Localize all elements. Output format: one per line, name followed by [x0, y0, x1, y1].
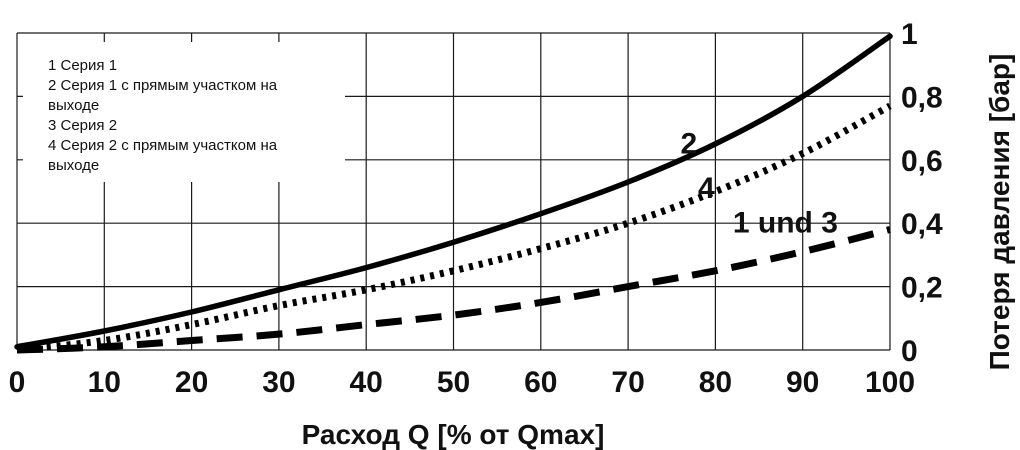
legend-entry: 1 Серия 1: [48, 57, 117, 74]
legend: 1 Серия 1 2 Серия 1 с прямым участком на в…: [23, 42, 345, 182]
series-line-2: [16, 102, 892, 354]
x-axis-title: Расход Q [% от Qmax]: [302, 419, 605, 450]
legend-entry: выходе: [48, 157, 99, 174]
x-tick-label: 50: [437, 366, 470, 399]
legend-entry: 4 Серия 2 с прямым участком на: [48, 137, 278, 154]
series-line-1: [14, 33, 893, 350]
x-tick-label: 10: [88, 366, 121, 399]
curve-label: 1 und 3: [733, 207, 838, 240]
curve-labels: 24 1 und 3: [680, 127, 837, 239]
series-line-3: [16, 226, 891, 354]
y-tick-label: 0,8: [901, 81, 943, 114]
grid: [16, 32, 891, 351]
y-tick-label: 0: [901, 335, 918, 368]
y-tick-label: 1: [901, 18, 918, 51]
x-tick-label: 100: [865, 366, 915, 399]
x-tick-label: 40: [350, 366, 383, 399]
curve-label: 4: [698, 172, 715, 205]
x-tick-label: 0: [9, 366, 26, 399]
y-tick-label: 0,4: [901, 208, 943, 241]
y-axis-title: Потеря давления [бар]: [984, 54, 1015, 371]
x-tick-label: 70: [611, 366, 644, 399]
y-tick-label: 0,6: [901, 145, 943, 178]
y-tick-label: 0,2: [901, 272, 943, 305]
x-tick-label: 90: [786, 366, 819, 399]
x-tick-label: 60: [524, 366, 557, 399]
x-tick-label: 20: [175, 366, 208, 399]
legend-entry: выходе: [48, 97, 99, 114]
curve-label: 2: [680, 127, 697, 160]
legend-entry: 2 Серия 1 с прямым участком на: [48, 77, 278, 94]
legend-box: [23, 42, 345, 182]
series-lines: [14, 33, 893, 354]
x-tick-label: 30: [262, 366, 295, 399]
legend-entry: 3 Серия 2: [48, 117, 117, 134]
x-tick-label: 80: [699, 366, 732, 399]
